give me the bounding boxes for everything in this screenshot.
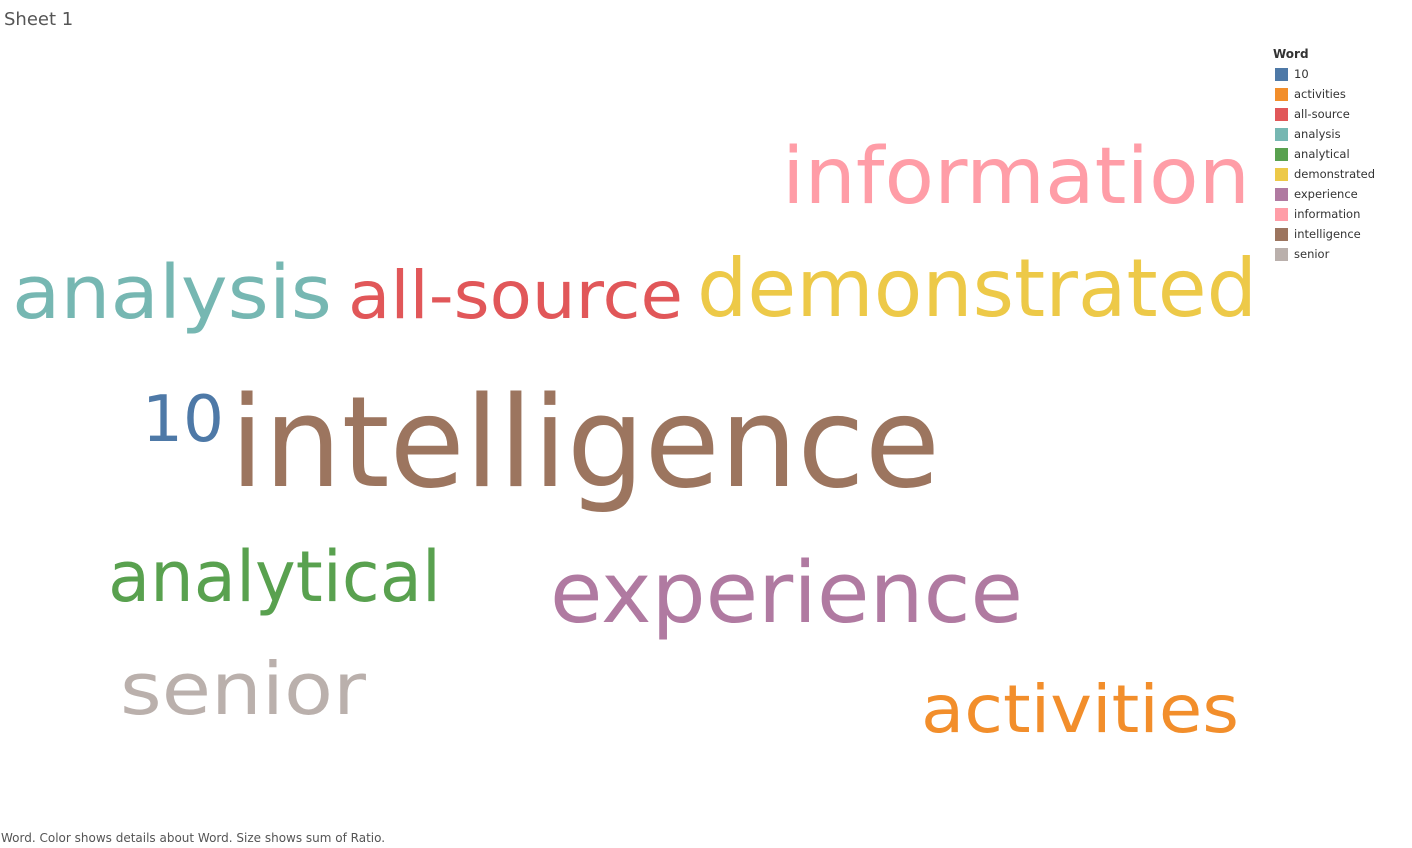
- legend-item[interactable]: analytical: [1273, 144, 1408, 164]
- legend-swatch: [1275, 147, 1288, 161]
- legend-item[interactable]: information: [1273, 204, 1408, 224]
- legend-label: information: [1294, 207, 1361, 221]
- legend-swatch: [1275, 87, 1288, 101]
- word-10[interactable]: 10: [142, 383, 224, 457]
- legend-swatch: [1275, 167, 1288, 181]
- legend-item[interactable]: demonstrated: [1273, 164, 1408, 184]
- legend-item[interactable]: all-source: [1273, 104, 1408, 124]
- legend-title: Word: [1273, 47, 1309, 61]
- word-activities[interactable]: activities: [921, 671, 1239, 748]
- legend-label: all-source: [1294, 107, 1350, 121]
- legend-item[interactable]: 10: [1273, 64, 1408, 84]
- legend-swatch: [1275, 247, 1288, 261]
- legend-swatch: [1275, 127, 1288, 141]
- word-senior[interactable]: senior: [120, 647, 366, 731]
- word-intelligence[interactable]: intelligence: [230, 369, 940, 516]
- legend-label: experience: [1294, 187, 1358, 201]
- legend-item[interactable]: activities: [1273, 84, 1408, 104]
- legend-label: intelligence: [1294, 227, 1361, 241]
- legend-swatch: [1275, 227, 1288, 241]
- legend-item[interactable]: intelligence: [1273, 224, 1408, 244]
- legend-item[interactable]: senior: [1273, 244, 1408, 264]
- sheet-title: Sheet 1: [4, 9, 74, 30]
- legend-label: senior: [1294, 247, 1330, 261]
- chart-caption: Word. Color shows details about Word. Si…: [1, 831, 386, 845]
- legend-label: analysis: [1294, 127, 1341, 141]
- word-analysis[interactable]: analysis: [12, 250, 332, 336]
- legend-item[interactable]: experience: [1273, 184, 1408, 204]
- word-analytical[interactable]: analytical: [108, 536, 441, 618]
- legend-swatch: [1275, 67, 1288, 81]
- legend-swatch: [1275, 207, 1288, 221]
- legend-label: analytical: [1294, 147, 1350, 161]
- legend-label: demonstrated: [1294, 167, 1376, 181]
- legend-swatch: [1275, 187, 1288, 201]
- legend-item[interactable]: analysis: [1273, 124, 1408, 144]
- legend-label: activities: [1294, 87, 1346, 101]
- word-all-source[interactable]: all-source: [348, 257, 683, 334]
- legend-label: 10: [1294, 67, 1309, 81]
- word-experience[interactable]: experience: [550, 544, 1023, 643]
- word-demonstrated[interactable]: demonstrated: [697, 242, 1257, 335]
- legend-swatch: [1275, 107, 1288, 121]
- word-information[interactable]: information: [782, 132, 1250, 222]
- color-legend: Word 10 activities all-source analysis analy…: [1273, 46, 1408, 264]
